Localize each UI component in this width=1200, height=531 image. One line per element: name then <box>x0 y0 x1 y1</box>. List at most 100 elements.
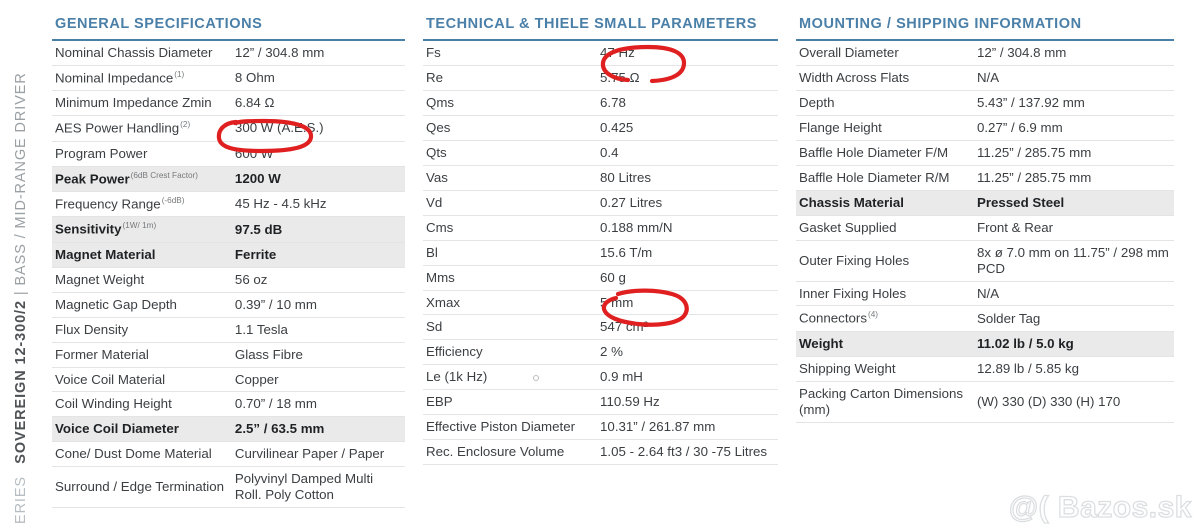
spec-row: Weight 11.02 lb / 5.0 kg <box>796 331 1174 357</box>
spec-row-value: 110.59 Hz <box>600 394 660 410</box>
spec-row: Qts 0.4 <box>423 140 778 166</box>
spec-row-value: 0.188 mm/N <box>600 219 673 235</box>
spec-row-key: Program Power <box>55 145 148 161</box>
spec-row-key: Sensitivity(1W/ 1m) <box>55 221 157 237</box>
spec-row-key: Mms <box>426 269 455 285</box>
spec-row-key: Frequency Range(-6dB) <box>55 195 185 212</box>
spec-row-key: Peak Power(6dB Crest Factor) <box>55 170 198 187</box>
spec-row-key: Outer Fixing Holes <box>799 252 910 268</box>
spec-row-value: 6.84 Ω <box>234 95 275 111</box>
spec-table-general: Nominal Chassis Diameter 12” / 304.8 mm No… <box>52 41 405 508</box>
spec-row: Coil Winding Height 0.70” / 18 mm <box>52 392 405 417</box>
spec-row-value: 300 W (A.E.S.) <box>234 120 324 136</box>
spec-row-key: Cone/ Dust Dome Material <box>55 446 212 462</box>
spec-row: Depth 5.43” / 137.92 mm <box>796 90 1174 116</box>
spec-row-value: Solder Tag <box>976 310 1041 326</box>
spec-row: Bl 15.6 T/m <box>423 240 778 266</box>
spec-row-key: Rec. Enclosure Volume <box>426 444 565 460</box>
spec-row-value: 5 mm <box>600 294 634 310</box>
spec-row: EBP 110.59 Hz <box>423 390 778 415</box>
spec-column-technical: TECHNICAL & THIELE SMALL PARAMETERS Fs 47… <box>423 16 778 465</box>
spec-row-key: Overall Diameter <box>799 45 899 60</box>
spec-row-value: 11.25” / 285.75 mm <box>976 169 1092 185</box>
spec-row-value: N/A <box>976 285 1000 301</box>
spec-row-value: 10.31” / 261.87 mm <box>600 419 716 435</box>
spec-row-value: 1.1 Tesla <box>234 321 288 337</box>
watermark-bazos: @( Bazos.sk <box>1008 490 1192 524</box>
spec-row-value: 11.02 lb / 5.0 kg <box>976 335 1074 351</box>
spec-row-footnote-marker: (4) <box>868 310 879 320</box>
spec-row-key: Re <box>426 69 443 85</box>
spec-row-value: 80 Litres <box>600 169 652 185</box>
spec-row-key: Connectors(4) <box>799 310 879 326</box>
spec-row-value: 0.27” / 6.9 mm <box>976 119 1063 135</box>
sidebar-model-name: SOVEREIGN 12-300/2 <box>13 300 29 464</box>
spec-row-key: Effective Piston Diameter <box>426 419 576 435</box>
spec-row: Baffle Hole Diameter F/M 11.25” / 285.75 … <box>796 140 1174 166</box>
spec-row-footnote-marker: (2) <box>180 120 191 130</box>
spec-row: Magnetic Gap Depth 0.39” / 10 mm <box>52 292 405 318</box>
spec-row-key: Nominal Chassis Diameter <box>55 45 213 60</box>
spec-row: Efficiency 2 % <box>423 340 778 365</box>
spec-row-key: Packing Carton Dimensions (mm) <box>799 385 964 417</box>
spec-row: Fs 47 Hz <box>423 41 778 66</box>
spec-row-value: 0.39” / 10 mm <box>234 296 317 312</box>
spec-row-value: 2 % <box>600 344 623 360</box>
spec-row-value: 5.75 Ω <box>600 69 640 85</box>
spec-row: Gasket Supplied Front & Rear <box>796 215 1174 241</box>
spec-row-value: 60 g <box>600 269 626 285</box>
spec-row-value: 0.9 mH <box>600 369 643 385</box>
spec-row-footnote-marker: (6dB Crest Factor) <box>130 170 198 180</box>
spec-table-technical-body: Fs 47 Hz Re 5.75 Ω Qms 6.78 Qes 0.425 Qts 0.4 Vas 8… <box>423 41 778 465</box>
spec-row-key: AES Power Handling(2) <box>55 120 191 136</box>
spec-row: Inner Fixing Holes N/A <box>796 281 1174 306</box>
spec-row-value: 12” / 304.8 mm <box>976 45 1067 60</box>
spec-row: Re 5.75 Ω <box>423 65 778 91</box>
spec-row: Nominal Chassis Diameter 12” / 304.8 mm <box>52 41 405 66</box>
spec-row: Former Material Glass Fibre <box>52 342 405 367</box>
spec-row: Qes 0.425 <box>423 115 778 141</box>
spec-row-key: Fs <box>426 45 441 60</box>
spec-row-key: Flux Density <box>55 321 129 337</box>
sidebar-model-type: | BASS / MID-RANGE DRIVER <box>13 72 29 301</box>
spec-row: Nominal Impedance(1) 8 Ohm <box>52 65 405 91</box>
spec-row: Surround / Edge Termination Polyvinyl Dam… <box>52 467 405 508</box>
spec-row-key: Weight <box>799 335 844 351</box>
spec-row-value: 600 W <box>234 145 274 161</box>
spec-row-key: Voice Coil Diameter <box>55 421 179 437</box>
sidebar-model-label: SOVEREIGN 12-300/2 | BASS / MID-RANGE DR… <box>13 72 29 463</box>
spec-row: Shipping Weight 12.89 lb / 5.85 kg <box>796 356 1174 382</box>
spec-row: Rec. Enclosure Volume 1.05 - 2.64 ft3 / 3… <box>423 440 778 465</box>
spec-row: Sd 547 cm² <box>423 315 778 340</box>
spec-column-mounting: MOUNTING / SHIPPING INFORMATION Overall … <box>796 16 1174 423</box>
spec-row: Frequency Range(-6dB) 45 Hz - 4.5 kHz <box>52 191 405 217</box>
spec-row: Vas 80 Litres <box>423 165 778 191</box>
spec-row: Mms 60 g <box>423 265 778 291</box>
spec-row: Outer Fixing Holes 8x ø 7.0 mm on 11.75” … <box>796 240 1174 282</box>
spec-row-key: Magnet Material <box>55 246 156 262</box>
spec-row-key: Coil Winding Height <box>55 396 172 412</box>
spec-columns: GENERAL SPECIFICATIONS Nominal Chassis D… <box>52 16 1192 508</box>
spec-row-key: Width Across Flats <box>799 69 910 85</box>
spec-row-key: Voice Coil Material <box>55 371 166 387</box>
spec-row-key: Former Material <box>55 346 149 362</box>
spec-row-value: 0.70” / 18 mm <box>234 396 317 412</box>
spec-row-footnote-marker: (-6dB) <box>161 195 185 205</box>
spec-row: Magnet Material Ferrite <box>52 242 405 268</box>
spec-row-value: Ferrite <box>234 246 277 262</box>
spec-row: Overall Diameter 12” / 304.8 mm <box>796 41 1174 66</box>
spec-row-value: Pressed Steel <box>976 194 1065 210</box>
spec-row-value: 8 Ohm <box>234 70 275 86</box>
spec-row-value: 45 Hz - 4.5 kHz <box>234 196 327 212</box>
spec-row-value: Copper <box>234 371 279 387</box>
spec-column-general: GENERAL SPECIFICATIONS Nominal Chassis D… <box>52 16 405 508</box>
spec-table-general-body: Nominal Chassis Diameter 12” / 304.8 mm No… <box>52 41 405 508</box>
spec-row-key: Surround / Edge Termination <box>55 479 225 495</box>
spec-row: Minimum Impedance Zmin 6.84 Ω <box>52 91 405 116</box>
spec-row-value: 6.78 <box>600 94 626 110</box>
spec-row-key: Minimum Impedance Zmin <box>55 95 212 111</box>
spec-row-key: EBP <box>426 394 453 410</box>
spec-row-key: Vas <box>426 169 448 185</box>
side-rail: SOVEREIGN 12-300/2 | BASS / MID-RANGE DR… <box>0 0 42 531</box>
spec-row: Xmax 5 mm <box>423 290 778 315</box>
